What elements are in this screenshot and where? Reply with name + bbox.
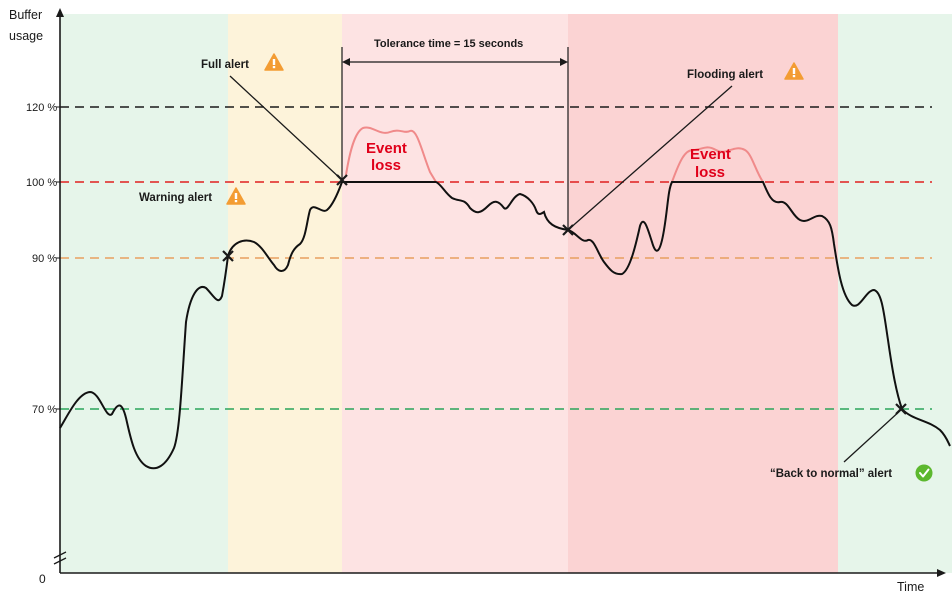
zone-flooding (568, 14, 838, 573)
event-loss-curve-2 (671, 146, 764, 183)
y-axis-label-line1: Buffer (9, 8, 42, 22)
warning-triangle-icon (784, 62, 804, 80)
axis-break-mark (53, 557, 67, 565)
warning-triangle-icon (264, 53, 284, 71)
tick-label-120: 120 % (26, 102, 57, 114)
x-axis-arrow (937, 569, 946, 577)
event-loss-1-line2: loss (371, 157, 401, 174)
back-to-normal-label: “Back to normal” alert (770, 468, 892, 480)
zone-normal-left (60, 14, 228, 573)
buffer-usage-curve (59, 181, 951, 470)
y-axis-arrow (56, 8, 64, 17)
warning-alert-label: Warning alert (139, 192, 212, 204)
flooding-alert-leader (567, 85, 733, 231)
tick-label-90: 90 % (32, 253, 57, 265)
origin-label: 0 (39, 572, 46, 586)
check-circle-icon (915, 464, 933, 482)
event-loss-1-line1: Event (366, 140, 407, 157)
full-alert-leader (229, 75, 343, 181)
axis-break-mark (53, 551, 67, 559)
full-alert-label: Full alert (201, 59, 249, 71)
event-loss-curve-1 (345, 126, 437, 183)
tolerance-label: Tolerance time = 15 seconds (374, 38, 523, 50)
back-to-normal-leader (843, 408, 903, 463)
zone-full-tolerance (342, 14, 568, 573)
warning-alert-marker (222, 250, 234, 262)
event-loss-2-line2: loss (695, 164, 725, 181)
tick-label-100: 100 % (26, 177, 57, 189)
x-axis-label: Time (897, 580, 924, 594)
y-axis-label-line2: usage (9, 29, 43, 43)
tolerance-arrow-right (560, 58, 568, 66)
warning-triangle-icon (226, 187, 246, 205)
zone-warning (228, 14, 342, 573)
tick-label-70: 70 % (32, 404, 57, 416)
tolerance-arrow-left (342, 58, 350, 66)
zone-normal-right (838, 14, 952, 573)
event-loss-2-line1: Event (690, 146, 731, 163)
flooding-alert-label: Flooding alert (687, 69, 763, 81)
